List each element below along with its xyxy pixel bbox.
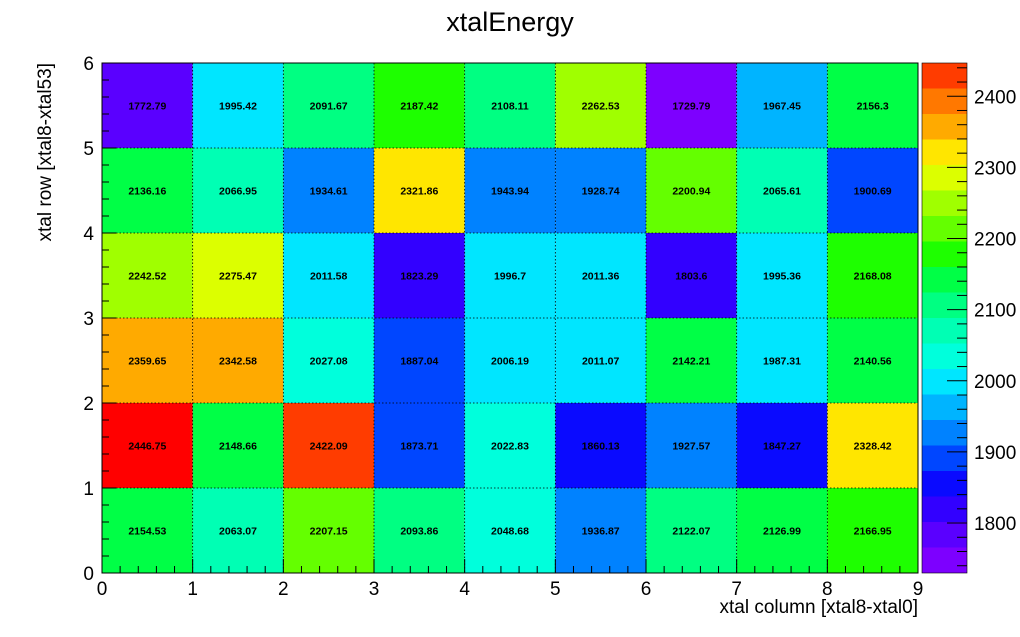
y-tick-label: 1 — [83, 479, 94, 500]
colorbar-band — [922, 471, 967, 497]
colorbar-tick-label: 2300 — [974, 158, 1016, 179]
colorbar-band — [922, 395, 967, 421]
colorbar-tick-label: 1900 — [974, 443, 1016, 464]
cell-value-label: 2093.86 — [400, 526, 438, 538]
x-tick-label: 4 — [459, 579, 470, 600]
colorbar-band — [922, 63, 967, 89]
colorbar-band — [922, 165, 967, 191]
cell-value-label: 2126.99 — [763, 526, 801, 538]
cell-value-label: 2156.3 — [857, 101, 889, 113]
cell-value-label: 2011.07 — [582, 356, 620, 368]
cell-value-label: 2063.07 — [219, 526, 257, 538]
y-tick-label: 5 — [83, 139, 94, 160]
cell-value-label: 2328.42 — [854, 441, 892, 453]
x-tick-label: 5 — [550, 579, 561, 600]
colorbar-band — [922, 522, 967, 548]
cell-value-label: 1943.94 — [491, 186, 529, 198]
y-axis-label: xtal row [xtal8-xtal53] — [35, 63, 56, 241]
cell-value-label: 2065.61 — [763, 186, 801, 198]
cell-value-label: 1927.57 — [672, 441, 710, 453]
cell-value-label: 2108.11 — [491, 101, 529, 113]
cell-value-label: 2142.21 — [672, 356, 710, 368]
cell-value-label: 1928.74 — [582, 186, 620, 198]
cell-value-label: 1987.31 — [763, 356, 801, 368]
y-tick-label: 3 — [83, 309, 94, 330]
cell-value-label: 1847.27 — [763, 441, 801, 453]
colorbar-band — [922, 344, 967, 370]
cell-value-label: 2066.95 — [219, 186, 257, 198]
cell-value-label: 2262.53 — [582, 101, 620, 113]
cell-value-label: 1803.6 — [675, 271, 707, 283]
cell-value-label: 2022.83 — [491, 441, 529, 453]
cell-value-label: 2342.58 — [219, 356, 257, 368]
colorbar-band — [922, 267, 967, 293]
cell-value-label: 2154.53 — [128, 526, 166, 538]
cell-value-label: 2011.58 — [310, 271, 348, 283]
x-tick-label: 3 — [369, 579, 380, 600]
colorbar-tick-label: 2000 — [974, 372, 1016, 393]
colorbar-band — [922, 446, 967, 472]
y-tick-label: 6 — [83, 54, 94, 75]
x-tick-label: 6 — [641, 579, 652, 600]
cell-value-label: 1772.79 — [128, 101, 166, 113]
colorbar-band — [922, 242, 967, 268]
cell-value-label: 2091.67 — [310, 101, 348, 113]
chart-title: xtalEnergy — [446, 7, 574, 37]
colorbar-band — [922, 216, 967, 242]
color-scale-bar: 1800 1900 2000 2100 2200 2300 2400 — [922, 63, 1016, 573]
y-tick-label: 4 — [83, 224, 94, 245]
cell-value-label: 1860.13 — [582, 441, 620, 453]
colorbar-band — [922, 369, 967, 395]
colorbar-tick-label: 2200 — [974, 230, 1016, 251]
cell-value-label: 1934.61 — [310, 186, 348, 198]
cell-value-label: 1995.36 — [763, 271, 801, 283]
colorbar-band — [922, 293, 967, 319]
y-tick-label: 2 — [83, 394, 94, 415]
cell-value-label: 1729.79 — [672, 101, 710, 113]
cell-value-label: 2122.07 — [672, 526, 710, 538]
colorbar-band — [922, 191, 967, 217]
cell-value-label: 1823.29 — [400, 271, 438, 283]
colorbar-tick-label: 2100 — [974, 301, 1016, 322]
cell-value-label: 2006.19 — [491, 356, 529, 368]
cell-value-label: 2207.15 — [310, 526, 348, 538]
cell-value-label: 2011.36 — [582, 271, 620, 283]
cell-value-label: 2166.95 — [854, 526, 892, 538]
cell-value-label: 2359.65 — [128, 356, 166, 368]
colorbar-tick-label: 2400 — [974, 87, 1016, 108]
x-tick-label: 0 — [97, 579, 108, 600]
x-axis-label: xtal column [xtal8-xtal0] — [719, 597, 918, 618]
cell-value-label: 2242.52 — [128, 271, 166, 283]
y-tick-label: 0 — [83, 564, 94, 585]
cell-value-label: 2275.47 — [219, 271, 257, 283]
colorbar-band — [922, 140, 967, 166]
cell-value-label: 1887.04 — [400, 356, 438, 368]
cell-value-label: 1995.42 — [219, 101, 257, 113]
cell-value-label: 2187.42 — [400, 101, 438, 113]
cell-value-label: 2446.75 — [128, 441, 166, 453]
cell-value-label: 2136.16 — [128, 186, 166, 198]
cell-value-label: 2200.94 — [672, 186, 710, 198]
cell-value-label: 2148.66 — [219, 441, 257, 453]
cell-value-label: 2048.68 — [491, 526, 529, 538]
colorbar-tick-label: 1800 — [974, 514, 1016, 535]
cell-value-label: 2321.86 — [400, 186, 438, 198]
cell-value-label: 2168.08 — [854, 271, 892, 283]
cell-value-label: 1873.71 — [400, 441, 438, 453]
cell-value-label: 1936.87 — [582, 526, 620, 538]
cell-value-label: 2027.08 — [310, 356, 348, 368]
cell-value-label: 1996.7 — [494, 271, 526, 283]
cell-value-label: 2140.56 — [854, 356, 892, 368]
cell-value-label: 1900.69 — [854, 186, 892, 198]
colorbar-band — [922, 318, 967, 344]
cell-value-label: 1967.45 — [763, 101, 801, 113]
x-tick-label: 2 — [278, 579, 289, 600]
cell-value-label: 2422.09 — [310, 441, 348, 453]
x-tick-label: 1 — [187, 579, 198, 600]
colorbar-band — [922, 114, 967, 140]
